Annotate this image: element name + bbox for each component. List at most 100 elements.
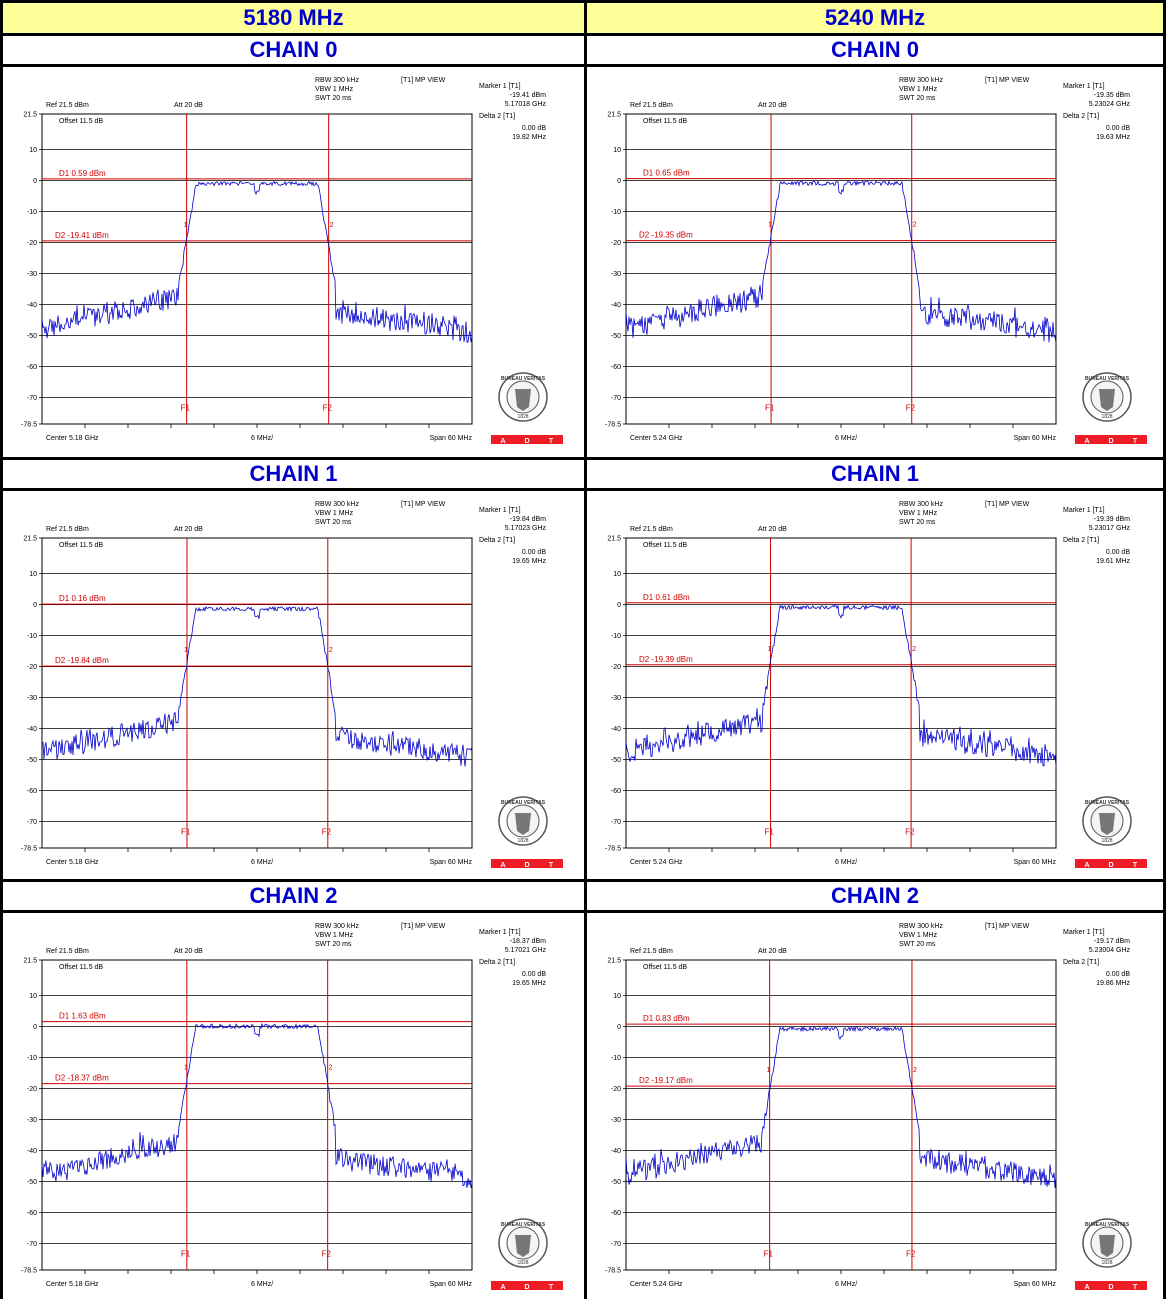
center-frequency-label: Center 5.18 GHz: [46, 1281, 99, 1288]
rbw-label: RBW 300 kHz: [899, 501, 943, 508]
delta2-frequency: 19.65 MHz: [512, 558, 546, 565]
spectrum-svg: RBW 300 kHz VBW 1 MHz SWT 20 ms [T1] MP VIE…: [605, 923, 1147, 1291]
marker1-level: -18.37 dBm: [510, 938, 546, 945]
y-tick-label: -40: [611, 302, 621, 309]
vbw-label: VBW 1 MHz: [899, 86, 938, 93]
frequency-header-5240: 5240 MHz: [587, 3, 1163, 33]
plot-frame: [41, 959, 473, 1271]
adt-letter: T: [1133, 438, 1138, 445]
marker1-frequency: 5.17023 GHz: [505, 525, 547, 532]
y-tick-label: 0: [33, 178, 37, 185]
view-label: [T1] MP VIEW: [985, 501, 1030, 508]
span-label: Span 60 MHz: [1014, 859, 1057, 866]
logo-year: 1828: [517, 1260, 528, 1266]
y-tick-label: -20: [27, 664, 37, 671]
logo-shield: [1099, 813, 1115, 835]
marker2-point-label: 2: [913, 222, 917, 229]
y-tick-label: -70: [27, 395, 37, 402]
marker1-point-label: 1: [184, 222, 188, 229]
spectrum-plot-5240-chain0: RBW 300 kHz VBW 1 MHz SWT 20 ms [T1] MP VIE…: [587, 67, 1163, 457]
adt-letter: A: [500, 862, 505, 869]
ref-level-label: Ref 21.5 dBm: [46, 526, 89, 533]
division-label: 6 MHz/: [251, 435, 273, 442]
delta2-title: Delta 2 [T1]: [1063, 537, 1099, 544]
swt-label: SWT 20 ms: [315, 95, 352, 102]
attenuation-label: Att 20 dB: [758, 948, 787, 955]
marker1-point-label: 1: [768, 646, 772, 653]
spectrum-svg: RBW 300 kHz VBW 1 MHz SWT 20 ms [T1] MP VIE…: [605, 77, 1147, 445]
logo-shield: [1099, 1235, 1115, 1257]
logo-shield: [515, 389, 531, 411]
delta2-level: 0.00 dB: [1106, 549, 1130, 556]
delta2-title: Delta 2 [T1]: [1063, 113, 1099, 120]
d1-label: D1 0.61 dBm: [643, 593, 690, 602]
view-label: [T1] MP VIEW: [985, 77, 1030, 84]
f2-label: F2: [906, 1250, 916, 1259]
logo-shield: [515, 813, 531, 835]
chain-header: CHAIN 1: [3, 460, 584, 488]
d1-label: D1 0.16 dBm: [59, 594, 106, 603]
y-tick-label: -78.5: [605, 422, 621, 429]
marker1-level: -19.41 dBm: [510, 92, 546, 99]
view-label: [T1] MP VIEW: [401, 923, 446, 930]
y-tick-label: 10: [613, 147, 621, 154]
marker1-title: Marker 1 [T1]: [1063, 83, 1105, 90]
y-tick-label: -60: [27, 788, 37, 795]
view-label: [T1] MP VIEW: [985, 923, 1030, 930]
y-tick-label: -70: [27, 819, 37, 826]
marker1-title: Marker 1 [T1]: [479, 83, 521, 90]
adt-letter: T: [1133, 1284, 1138, 1291]
center-frequency-label: Center 5.24 GHz: [630, 435, 683, 442]
y-tick-label: 0: [33, 1024, 37, 1031]
y-tick-label: -30: [27, 1117, 37, 1124]
y-tick-label: 10: [613, 993, 621, 1000]
spectrum-svg: RBW 300 kHz VBW 1 MHz SWT 20 ms [T1] MP VIE…: [21, 923, 563, 1291]
adt-letter: D: [1108, 862, 1113, 869]
y-tick-label: -50: [611, 757, 621, 764]
adt-letter: D: [1108, 438, 1113, 445]
y-tick-label: -40: [27, 302, 37, 309]
swt-label: SWT 20 ms: [315, 519, 352, 526]
y-tick-label: -30: [611, 271, 621, 278]
y-tick-label: -30: [27, 271, 37, 278]
y-tick-label: 10: [29, 147, 37, 154]
spectrum-svg: RBW 300 kHz VBW 1 MHz SWT 20 ms [T1] MP VIE…: [21, 501, 563, 869]
y-tick-label: 21.5: [23, 536, 37, 543]
marker1-level: -19.39 dBm: [1094, 516, 1130, 523]
y-tick-label: -40: [27, 726, 37, 733]
delta2-level: 0.00 dB: [522, 549, 546, 556]
view-label: [T1] MP VIEW: [401, 501, 446, 508]
delta2-title: Delta 2 [T1]: [479, 537, 515, 544]
delta2-level: 0.00 dB: [1106, 125, 1130, 132]
spectrum-plot-5180-chain2: RBW 300 kHz VBW 1 MHz SWT 20 ms [T1] MP VIE…: [3, 913, 584, 1299]
span-label: Span 60 MHz: [430, 1281, 473, 1288]
logo-text: BUREAU VERITAS: [501, 1222, 546, 1228]
adt-letter: A: [1084, 1284, 1089, 1291]
logo-year: 1828: [1101, 1260, 1112, 1266]
ref-level-label: Ref 21.5 dBm: [46, 948, 89, 955]
adt-badge: [491, 859, 563, 868]
logo-text: BUREAU VERITAS: [1085, 800, 1130, 806]
plot-frame: [41, 537, 473, 849]
d2-label: D2 -19.84 dBm: [55, 656, 109, 665]
y-tick-label: -30: [611, 695, 621, 702]
delta2-frequency: 19.65 MHz: [512, 980, 546, 987]
y-tick-label: -60: [611, 364, 621, 371]
chain-header: CHAIN 0: [587, 36, 1163, 64]
y-tick-label: 0: [617, 178, 621, 185]
offset-label: Offset 11.5 dB: [643, 542, 687, 549]
swt-label: SWT 20 ms: [899, 519, 936, 526]
center-frequency-label: Center 5.18 GHz: [46, 859, 99, 866]
y-tick-label: -30: [27, 695, 37, 702]
y-tick-label: -20: [611, 240, 621, 247]
spectrum-trace: [41, 605, 473, 767]
chain-header: CHAIN 2: [587, 882, 1163, 910]
delta2-frequency: 19.61 MHz: [1096, 558, 1130, 565]
marker2-point-label: 2: [330, 222, 334, 229]
marker1-level: -19.35 dBm: [1094, 92, 1130, 99]
marker1-frequency: 5.23024 GHz: [1089, 101, 1131, 108]
adt-badge: [1075, 435, 1147, 444]
swt-label: SWT 20 ms: [315, 941, 352, 948]
y-tick-label: -20: [27, 1086, 37, 1093]
spectrum-trace: [625, 1025, 1057, 1189]
